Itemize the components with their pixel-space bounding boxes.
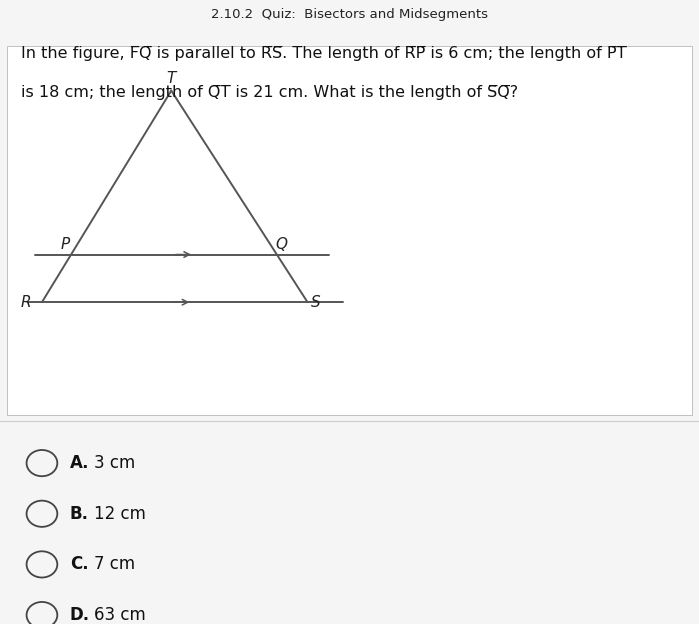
Text: is 18 cm; the length of Q̅T̅ is 21 cm. What is the length of S̅Q̅?: is 18 cm; the length of Q̅T̅ is 21 cm. W… — [21, 85, 518, 100]
Text: B.: B. — [70, 505, 89, 523]
FancyBboxPatch shape — [7, 46, 692, 416]
Text: 63 cm: 63 cm — [94, 606, 146, 624]
Text: S: S — [311, 295, 320, 310]
Text: 7 cm: 7 cm — [94, 555, 136, 573]
Text: A.: A. — [70, 454, 89, 472]
Text: 2.10.2  Quiz:  Bisectors and Midsegments: 2.10.2 Quiz: Bisectors and Midsegments — [211, 7, 488, 21]
Text: In the figure, F̅Q̅ is parallel to R̅S̅. The length of R̅P̅ is 6 cm; the length : In the figure, F̅Q̅ is parallel to R̅S̅.… — [21, 46, 626, 61]
Text: C.: C. — [70, 555, 89, 573]
Text: P: P — [61, 237, 70, 252]
Text: 12 cm: 12 cm — [94, 505, 146, 523]
Text: 3 cm: 3 cm — [94, 454, 136, 472]
Text: D.: D. — [70, 606, 90, 624]
Text: R: R — [21, 295, 31, 310]
Text: T: T — [166, 71, 176, 86]
Text: Q: Q — [276, 237, 288, 252]
